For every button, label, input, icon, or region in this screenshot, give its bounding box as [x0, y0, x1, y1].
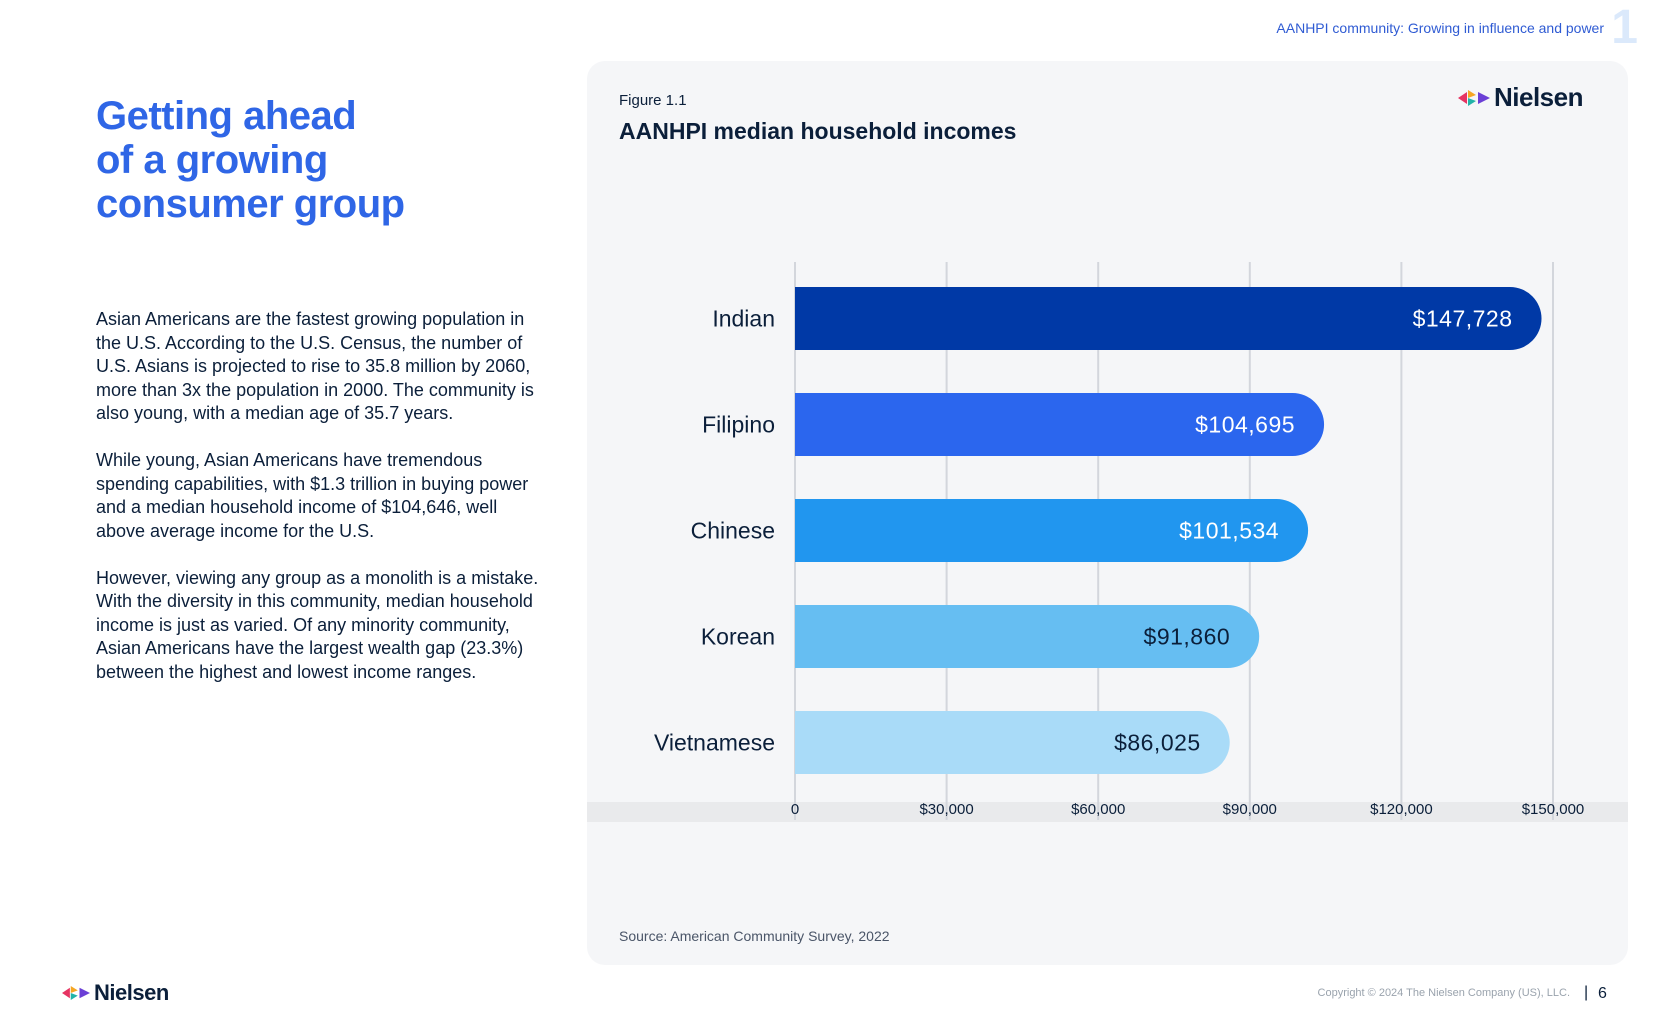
data-label: $104,695: [1195, 412, 1295, 438]
x-tick-label: $60,000: [1071, 801, 1125, 818]
figure-label: Figure 1.1: [619, 92, 687, 109]
category-label: Vietnamese: [654, 730, 775, 756]
figure-source: Source: American Community Survey, 2022: [619, 928, 890, 944]
income-bar-chart: 0 $30,000 $60,000 $90,000 $120,000 $150,000 In…: [654, 262, 1585, 820]
page-number: 6: [1598, 985, 1607, 1002]
nielsen-mark-icon: [1458, 89, 1490, 106]
body-paragraph-3: However, viewing any group as a monolith…: [96, 567, 539, 682]
headline-line-3: consumer group: [96, 182, 405, 226]
data-label: $91,860: [1144, 624, 1231, 650]
x-axis-band: [587, 802, 1628, 822]
data-label: $147,728: [1413, 306, 1513, 332]
data-label: $101,534: [1179, 518, 1279, 544]
nielsen-logo-bottom: Nielsen: [62, 980, 169, 1006]
bar: [795, 711, 1230, 774]
copyright-notice: Copyright © 2024 The Nielsen Company (US…: [1317, 987, 1570, 999]
nielsen-logo-text: Nielsen: [1494, 82, 1584, 112]
x-tick-label: $150,000: [1522, 801, 1585, 818]
category-label: Indian: [712, 306, 775, 332]
bar: [795, 393, 1325, 456]
body-paragraph-1: Asian Americans are the fastest growing …: [96, 309, 534, 423]
bar: [795, 499, 1309, 562]
body-copy: Asian Americans are the fastest growing …: [96, 308, 546, 708]
x-tick-label: 0: [791, 801, 799, 818]
chapter-number: 1: [1611, 1, 1638, 54]
section-header: AANHPI community: Growing in influence a…: [1276, 20, 1604, 36]
category-label: Filipino: [702, 412, 775, 438]
category-label: Chinese: [691, 518, 775, 544]
category-label: Korean: [701, 624, 775, 650]
bar: [795, 287, 1542, 350]
x-tick-label: $90,000: [1223, 801, 1277, 818]
x-tick-label: $120,000: [1370, 801, 1433, 818]
page-headline: Getting ahead of a growing consumer grou…: [96, 94, 516, 226]
nielsen-logo-text: Nielsen: [94, 980, 169, 1005]
x-tick-label: $30,000: [919, 801, 973, 818]
nielsen-logo-top: Nielsen: [1458, 82, 1584, 113]
body-paragraph-2: While young, Asian Americans have tremen…: [96, 450, 529, 541]
data-label: $86,025: [1114, 730, 1201, 756]
page-separator: |: [1584, 984, 1589, 1001]
headline-line-2: of a growing: [96, 138, 328, 182]
nielsen-mark-icon: [62, 986, 90, 1000]
figure-title: AANHPI median household incomes: [619, 118, 1017, 144]
bar: [795, 605, 1260, 668]
headline-line-1: Getting ahead: [96, 94, 357, 138]
